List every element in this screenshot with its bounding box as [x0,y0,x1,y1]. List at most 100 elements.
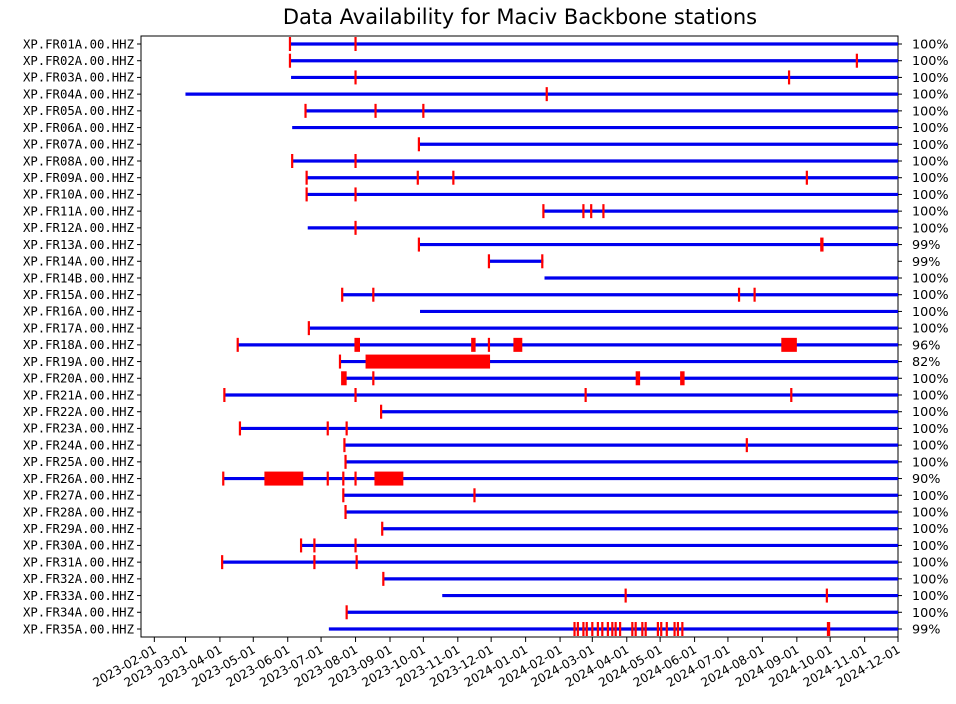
availability-percent: 100% [912,155,949,170]
gap-marker [676,622,680,636]
gap-marker [381,521,384,536]
gap-marker [542,204,545,219]
gap-marker [354,154,357,168]
availability-percent: 100% [912,104,949,119]
availability-percent: 100% [912,54,949,69]
gap-marker [826,622,831,636]
station-label: XP.FR06A.00.HHZ [23,121,135,135]
gap-marker [471,337,476,352]
gap-marker [680,371,685,386]
gap-marker [614,622,617,636]
gap-marker [611,622,614,636]
gap-marker [422,103,425,118]
station-label: XP.FR19A.00.HHZ [23,355,135,369]
chart-title: Data Availability for Maciv Backbone sta… [283,5,757,29]
availability-percent: 100% [912,489,949,504]
station-label: XP.FR09A.00.HHZ [23,171,135,185]
gap-marker [372,371,375,386]
gap-marker [365,354,491,369]
station-label: XP.FR15A.00.HHZ [23,288,135,302]
gap-marker [345,421,348,436]
gap-marker [641,622,644,636]
gap-marker [644,622,647,636]
gap-marker [355,555,358,570]
gap-marker [343,438,346,453]
gap-marker [584,388,587,402]
availability-percent: 100% [912,121,949,136]
gap-marker [326,471,329,486]
station-label: XP.FR07A.00.HHZ [23,138,135,152]
availability-percent: 100% [912,38,949,53]
gap-marker [354,37,357,51]
gap-marker [326,421,329,436]
gap-marker [372,287,375,302]
gap-marker [573,622,576,636]
gap-marker [473,488,476,503]
gap-marker [855,53,858,68]
gap-marker [416,170,419,185]
availability-percent: 100% [912,539,949,554]
gap-marker [576,622,579,636]
gap-marker [601,622,604,636]
availability-percent: 100% [912,455,949,470]
availability-percent: 100% [912,171,949,186]
availability-percent: 100% [912,88,949,103]
availability-percent: 100% [912,506,949,521]
gap-marker [602,204,605,219]
y-axis: XP.FR01A.00.HHZ XP.FR02A.00.HHZ XP.FR03A.0… [23,37,141,636]
gap-marker [820,237,824,252]
gap-marker [805,170,808,185]
station-label: XP.FR27A.00.HHZ [23,489,135,503]
station-label: XP.FR05A.00.HHZ [23,104,135,118]
availability-percent: 100% [912,188,949,203]
gap-marker [305,170,308,185]
availability-percent: 100% [912,389,949,404]
gap-marker [487,254,491,269]
station-label: XP.FR10A.00.HHZ [23,188,135,202]
plot-frame [140,35,899,638]
gap-marker [382,571,385,586]
gap-marker [288,53,292,68]
gap-marker [374,471,404,486]
availability-percent: 100% [912,439,949,454]
availability-percent: 100% [912,372,949,387]
gap-marker [582,622,585,636]
station-label: XP.FR32A.00.HHZ [23,572,135,586]
gap-marker [582,204,585,219]
bars-layer [185,37,898,636]
gap-marker [341,371,347,386]
gap-marker [236,337,239,352]
gap-marker [790,388,793,402]
gap-marker [787,70,791,85]
availability-percent: 100% [912,288,949,303]
gap-marker [624,588,627,603]
gap-marker [380,404,383,419]
right-axis: 100%100%100%100%100%100%100%100%100%100%… [898,38,949,638]
station-label: XP.FR11A.00.HHZ [23,204,135,218]
availability-percent: 99% [912,238,940,253]
station-label: XP.FR20A.00.HHZ [23,372,135,386]
gap-marker [513,337,523,352]
availability-percent: 99% [912,255,940,270]
availability-percent: 100% [912,572,949,587]
station-label: XP.FR24A.00.HHZ [23,438,135,452]
gap-marker [291,154,294,168]
gap-marker [635,371,641,386]
availability-percent: 100% [912,556,949,571]
gap-marker [487,337,491,352]
gap-marker [660,622,663,636]
station-label: XP.FR14B.00.HHZ [23,271,135,285]
station-label: XP.FR34A.00.HHZ [23,606,135,620]
gap-marker [585,622,588,636]
gap-marker [737,287,741,302]
availability-percent: 100% [912,221,949,236]
station-label: XP.FR22A.00.HHZ [23,405,135,419]
gap-marker [417,137,421,152]
gap-marker [545,87,548,102]
gap-marker [753,287,756,302]
gap-marker [313,555,316,570]
gap-marker [223,388,226,402]
gap-marker [345,605,348,620]
x-axis: 2023-02-012023-03-012023-04-012023-05-01… [91,637,903,690]
station-label: XP.FR16A.00.HHZ [23,305,135,319]
